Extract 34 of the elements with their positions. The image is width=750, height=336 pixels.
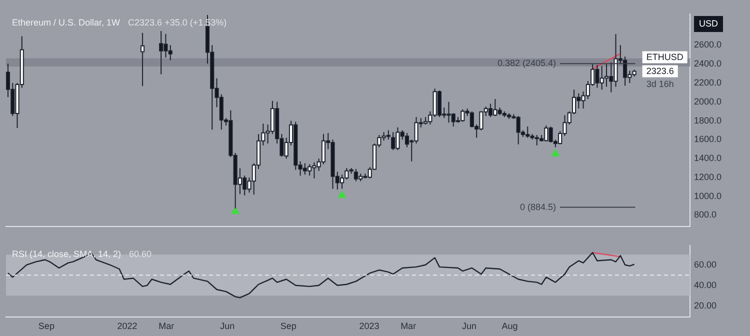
annotation: ETHUSD	[646, 52, 684, 62]
x-tick-label: Mar	[400, 321, 416, 332]
y-tick-label: 1200.0	[694, 172, 722, 182]
point	[231, 206, 240, 214]
ref-line-label: 0 (884.5)	[520, 202, 556, 212]
x-tick-label: Jun	[220, 321, 235, 332]
y-tick-label: 800.0	[694, 210, 717, 220]
chart-title: RSI (14, close, SMA, 14, 2)	[12, 248, 122, 259]
chart-subtitle: 60.60	[129, 248, 152, 259]
x-tick-label: Aug	[502, 321, 518, 332]
text: USD	[699, 18, 718, 28]
point	[338, 190, 346, 198]
y-tick-label: 2000.0	[694, 96, 722, 106]
x-tick-label: 2022	[117, 321, 138, 332]
y-tick-label: 2200.0	[694, 77, 722, 88]
y-tick-label: 60.00	[694, 259, 717, 270]
point	[551, 149, 560, 156]
x-tick-label: 2023	[359, 321, 380, 332]
y-tick-label: 1600.0	[694, 134, 722, 144]
y-tick-label: 2600.0	[694, 40, 722, 50]
x-tick-label: Mar	[158, 321, 174, 332]
y-tick-label: 1000.0	[694, 190, 722, 201]
annotation: 2323.6	[646, 66, 674, 76]
annotation: 3d 16h	[646, 78, 674, 89]
y-tick-label: 1400.0	[694, 153, 722, 164]
y-tick-label: 1800.0	[694, 115, 722, 126]
y-tick-label: 2400.0	[694, 58, 722, 69]
chart-title: Ethereum / U.S. Dollar, 1W	[12, 17, 121, 28]
x-tick-label: Sep	[280, 321, 296, 332]
x-tick-label: Sep	[38, 321, 54, 332]
ref-line-label: 0.382 (2405.4)	[497, 58, 556, 68]
y-tick-label: 40.00	[694, 280, 717, 290]
x-tick-label: Jun	[462, 321, 477, 332]
y-tick-label: 20.00	[694, 300, 717, 310]
